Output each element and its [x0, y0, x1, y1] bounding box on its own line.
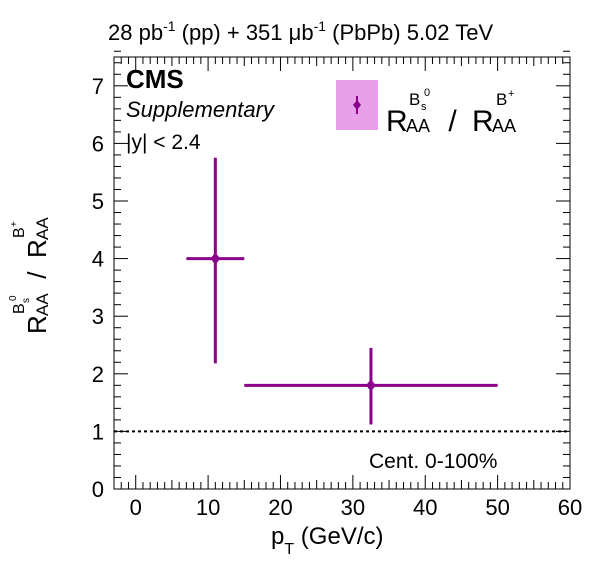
legend-marker [353, 100, 361, 110]
y-tick-label: 5 [92, 189, 104, 214]
y-label-sup-sup-one: 0 [8, 295, 19, 301]
lumi-pbpb-value: (pp) + 351 μb [176, 20, 314, 45]
legend-r-one: R [386, 105, 408, 138]
data-point [244, 347, 498, 425]
x-axis-label-sub: T [284, 541, 294, 558]
axis-ticks [113, 50, 571, 490]
y-label-sub-one: AA [33, 293, 52, 316]
y-tick-label: 3 [92, 304, 104, 329]
x-axis-label-main: p [271, 523, 284, 550]
lumi-pbpb-exponent: -1 [314, 18, 327, 34]
x-tick-label: 40 [413, 495, 437, 520]
y-label-sup-sub-one: s [21, 298, 32, 303]
legend-separator: / [440, 105, 465, 138]
x-tick-label: 50 [485, 495, 509, 520]
x-tick-label: 10 [196, 495, 220, 520]
axis-tick-labels: 0 10 20 30 40 50 60 0 1 2 3 4 5 6 7 [92, 74, 582, 520]
y-tick-label: 1 [92, 419, 104, 444]
plot-frame [113, 56, 571, 490]
y-tick-label: 7 [92, 74, 104, 99]
diamond-marker [365, 379, 376, 392]
legend-sub-two: AA [492, 116, 516, 136]
diamond-marker [210, 252, 221, 265]
legend-sub-one: AA [406, 116, 430, 136]
legend-entry: R [386, 105, 408, 138]
y-label-sup-two: B [11, 227, 28, 238]
legend-sup-sup-two: + [508, 88, 514, 100]
centrality-label: Cent. 0-100% [369, 450, 497, 473]
x-tick-label: 20 [268, 495, 292, 520]
lumi-header: 28 pb-1 (pp) + 351 μb-1 (PbPb) 5.02 TeV [108, 18, 493, 45]
lumi-energy: (PbPb) 5.02 TeV [326, 20, 493, 45]
rapidity-label: |y| < 2.4 [126, 131, 201, 154]
data-points [186, 157, 498, 425]
y-tick-label: 2 [92, 362, 104, 387]
legend-sup-one: B [409, 90, 420, 109]
x-axis-label: pT (GeV/c) [271, 523, 383, 558]
lumi-pp-value: 28 pb [108, 20, 163, 45]
y-label-r-two: R [22, 239, 52, 258]
x-axis-label-unit: (GeV/c) [294, 523, 383, 550]
x-tick-label: 60 [558, 495, 582, 520]
cms-label: CMS [126, 64, 184, 94]
y-tick-label: 4 [92, 247, 104, 272]
legend-sup-sub-one: s [421, 101, 427, 113]
y-label-sub-two: AA [33, 217, 52, 240]
x-tick-label: 0 [130, 495, 142, 520]
legend-sup-two: B [496, 90, 507, 109]
supplementary-label: Supplementary [126, 97, 276, 122]
legend-r-two: R [472, 105, 494, 138]
legend-sup-sup-one: 0 [424, 87, 430, 99]
data-point [186, 157, 245, 364]
y-label-sup-sup-two: + [9, 221, 20, 227]
y-tick-label: 6 [92, 131, 104, 156]
y-label-r-one: R [22, 315, 52, 334]
y-label-sup-one: B [11, 303, 28, 314]
x-tick-label: 30 [341, 495, 365, 520]
y-tick-label: 0 [92, 477, 104, 502]
lumi-pp-exponent: -1 [163, 18, 176, 34]
y-label-separator: / [22, 264, 52, 286]
y-axis-label: R AA B s 0 / R AA B + [8, 217, 52, 334]
